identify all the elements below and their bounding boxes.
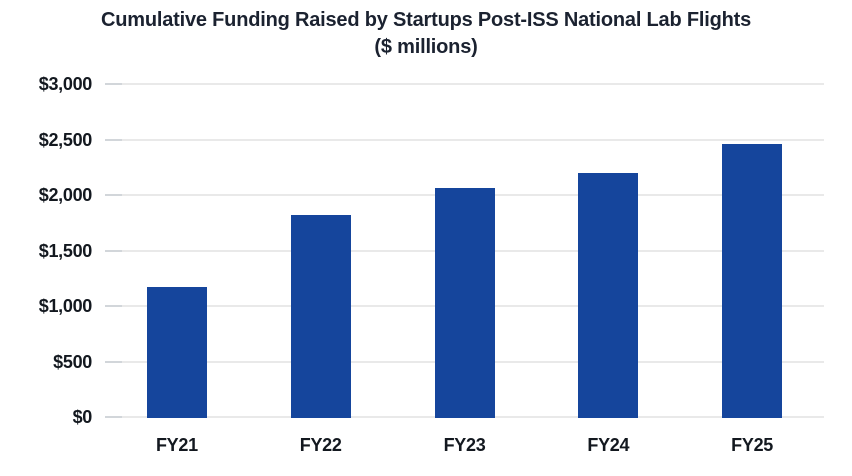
y-axis-tick [105,249,122,252]
x-axis-label-fy21: FY21 [155,435,198,455]
y-axis-tick-label: $3,000 [38,74,93,94]
y-axis-tick-label: $1,000 [38,296,93,316]
chart-title-subtitle: ($ millions) [374,36,478,58]
y-axis-tick [105,416,122,418]
y-axis-tick [105,138,122,141]
x-axis-label-fy24: FY24 [587,435,630,455]
chart-title: Cumulative Funding Raised by Startups Po… [0,7,852,61]
gridline [105,83,824,85]
y-axis-tick-label: $1,500 [38,240,93,261]
chart-title-line1: Cumulative Funding Raised by Startups Po… [101,9,751,31]
y-axis-tick-label: $2,000 [38,185,93,205]
x-axis-label-fy23: FY23 [443,435,486,455]
y-axis-tick [105,194,122,196]
bar-fy24 [578,172,639,418]
bar-fy25 [722,143,783,418]
y-axis-tick-label: $500 [53,351,92,372]
bar-fy21 [146,287,207,418]
y-axis-tick-label: $0 [72,407,93,427]
gridline [105,138,824,141]
y-axis-tick [105,83,122,85]
x-axis-label-fy25: FY25 [731,435,773,455]
y-axis-tick [105,305,122,307]
y-axis-tick [105,360,122,363]
x-axis-label-fy22: FY22 [299,435,342,455]
bar-fy23 [434,188,495,418]
y-axis-tick-label: $2,500 [38,129,93,150]
bar-fy22 [290,214,351,418]
